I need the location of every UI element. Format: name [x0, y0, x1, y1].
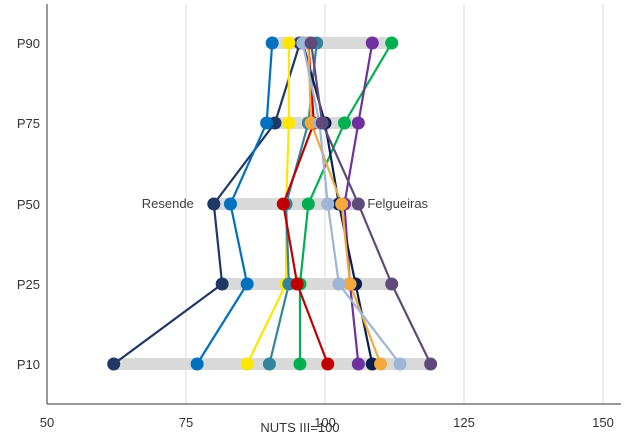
annotations: Resende Felgueiras [142, 196, 429, 211]
data-point-11-p50 [351, 197, 365, 211]
data-point-2-p90 [265, 36, 279, 50]
data-point-7-p75 [351, 116, 365, 130]
annotation-felgueiras: Felgueiras [367, 196, 428, 211]
data-point-7-p90 [365, 36, 379, 50]
data-point-9-p25 [343, 277, 357, 291]
data-point-5-p75 [337, 116, 351, 130]
data-point-2-p75 [260, 116, 274, 130]
x-tick-label-50: 50 [40, 415, 54, 430]
data-point-6-p50 [276, 197, 290, 211]
annotation-resende: Resende [142, 196, 194, 211]
data-point-1-p10 [107, 357, 121, 371]
x-tick-labels: 50 75 100 125 150 [40, 415, 614, 430]
data-point-5-p10 [293, 357, 307, 371]
y-tick-labels: P10 P25 P50 P75 P90 [17, 36, 40, 372]
x-tick-label-100: 100 [314, 415, 336, 430]
data-point-1-p25 [215, 277, 229, 291]
data-point-3-p90 [282, 36, 296, 50]
data-point-11-p75 [315, 116, 329, 130]
data-point-3-p10 [240, 357, 254, 371]
data-point-2-p25 [240, 277, 254, 291]
y-tick-label-p90: P90 [17, 36, 40, 51]
data-point-1-p50 [207, 197, 221, 211]
data-point-11-p90 [304, 36, 318, 50]
series-points [107, 36, 438, 371]
x-tick-label-125: 125 [453, 415, 475, 430]
data-point-3-p75 [282, 116, 296, 130]
x-axis-title: NUTS III=100 [260, 420, 339, 435]
data-point-6-p10 [321, 357, 335, 371]
x-tick-label-75: 75 [179, 415, 193, 430]
data-point-7-p10 [351, 357, 365, 371]
x-tick-label-150: 150 [592, 415, 614, 430]
data-point-11-p25 [385, 277, 399, 291]
data-point-5-p50 [301, 197, 315, 211]
data-point-5-p90 [385, 36, 399, 50]
y-tick-label-p50: P50 [17, 197, 40, 212]
data-point-4-p10 [262, 357, 276, 371]
data-point-6-p25 [290, 277, 304, 291]
grid-lines [185, 4, 604, 404]
data-point-9-p10 [374, 357, 388, 371]
data-point-10-p10 [393, 357, 407, 371]
data-point-2-p50 [223, 197, 237, 211]
y-tick-label-p25: P25 [17, 277, 40, 292]
y-tick-label-p10: P10 [17, 357, 40, 372]
data-point-9-p50 [335, 197, 349, 211]
data-point-2-p10 [190, 357, 204, 371]
data-point-10-p25 [332, 277, 346, 291]
y-tick-label-p75: P75 [17, 116, 40, 131]
data-point-11-p10 [424, 357, 438, 371]
data-point-10-p50 [321, 197, 335, 211]
